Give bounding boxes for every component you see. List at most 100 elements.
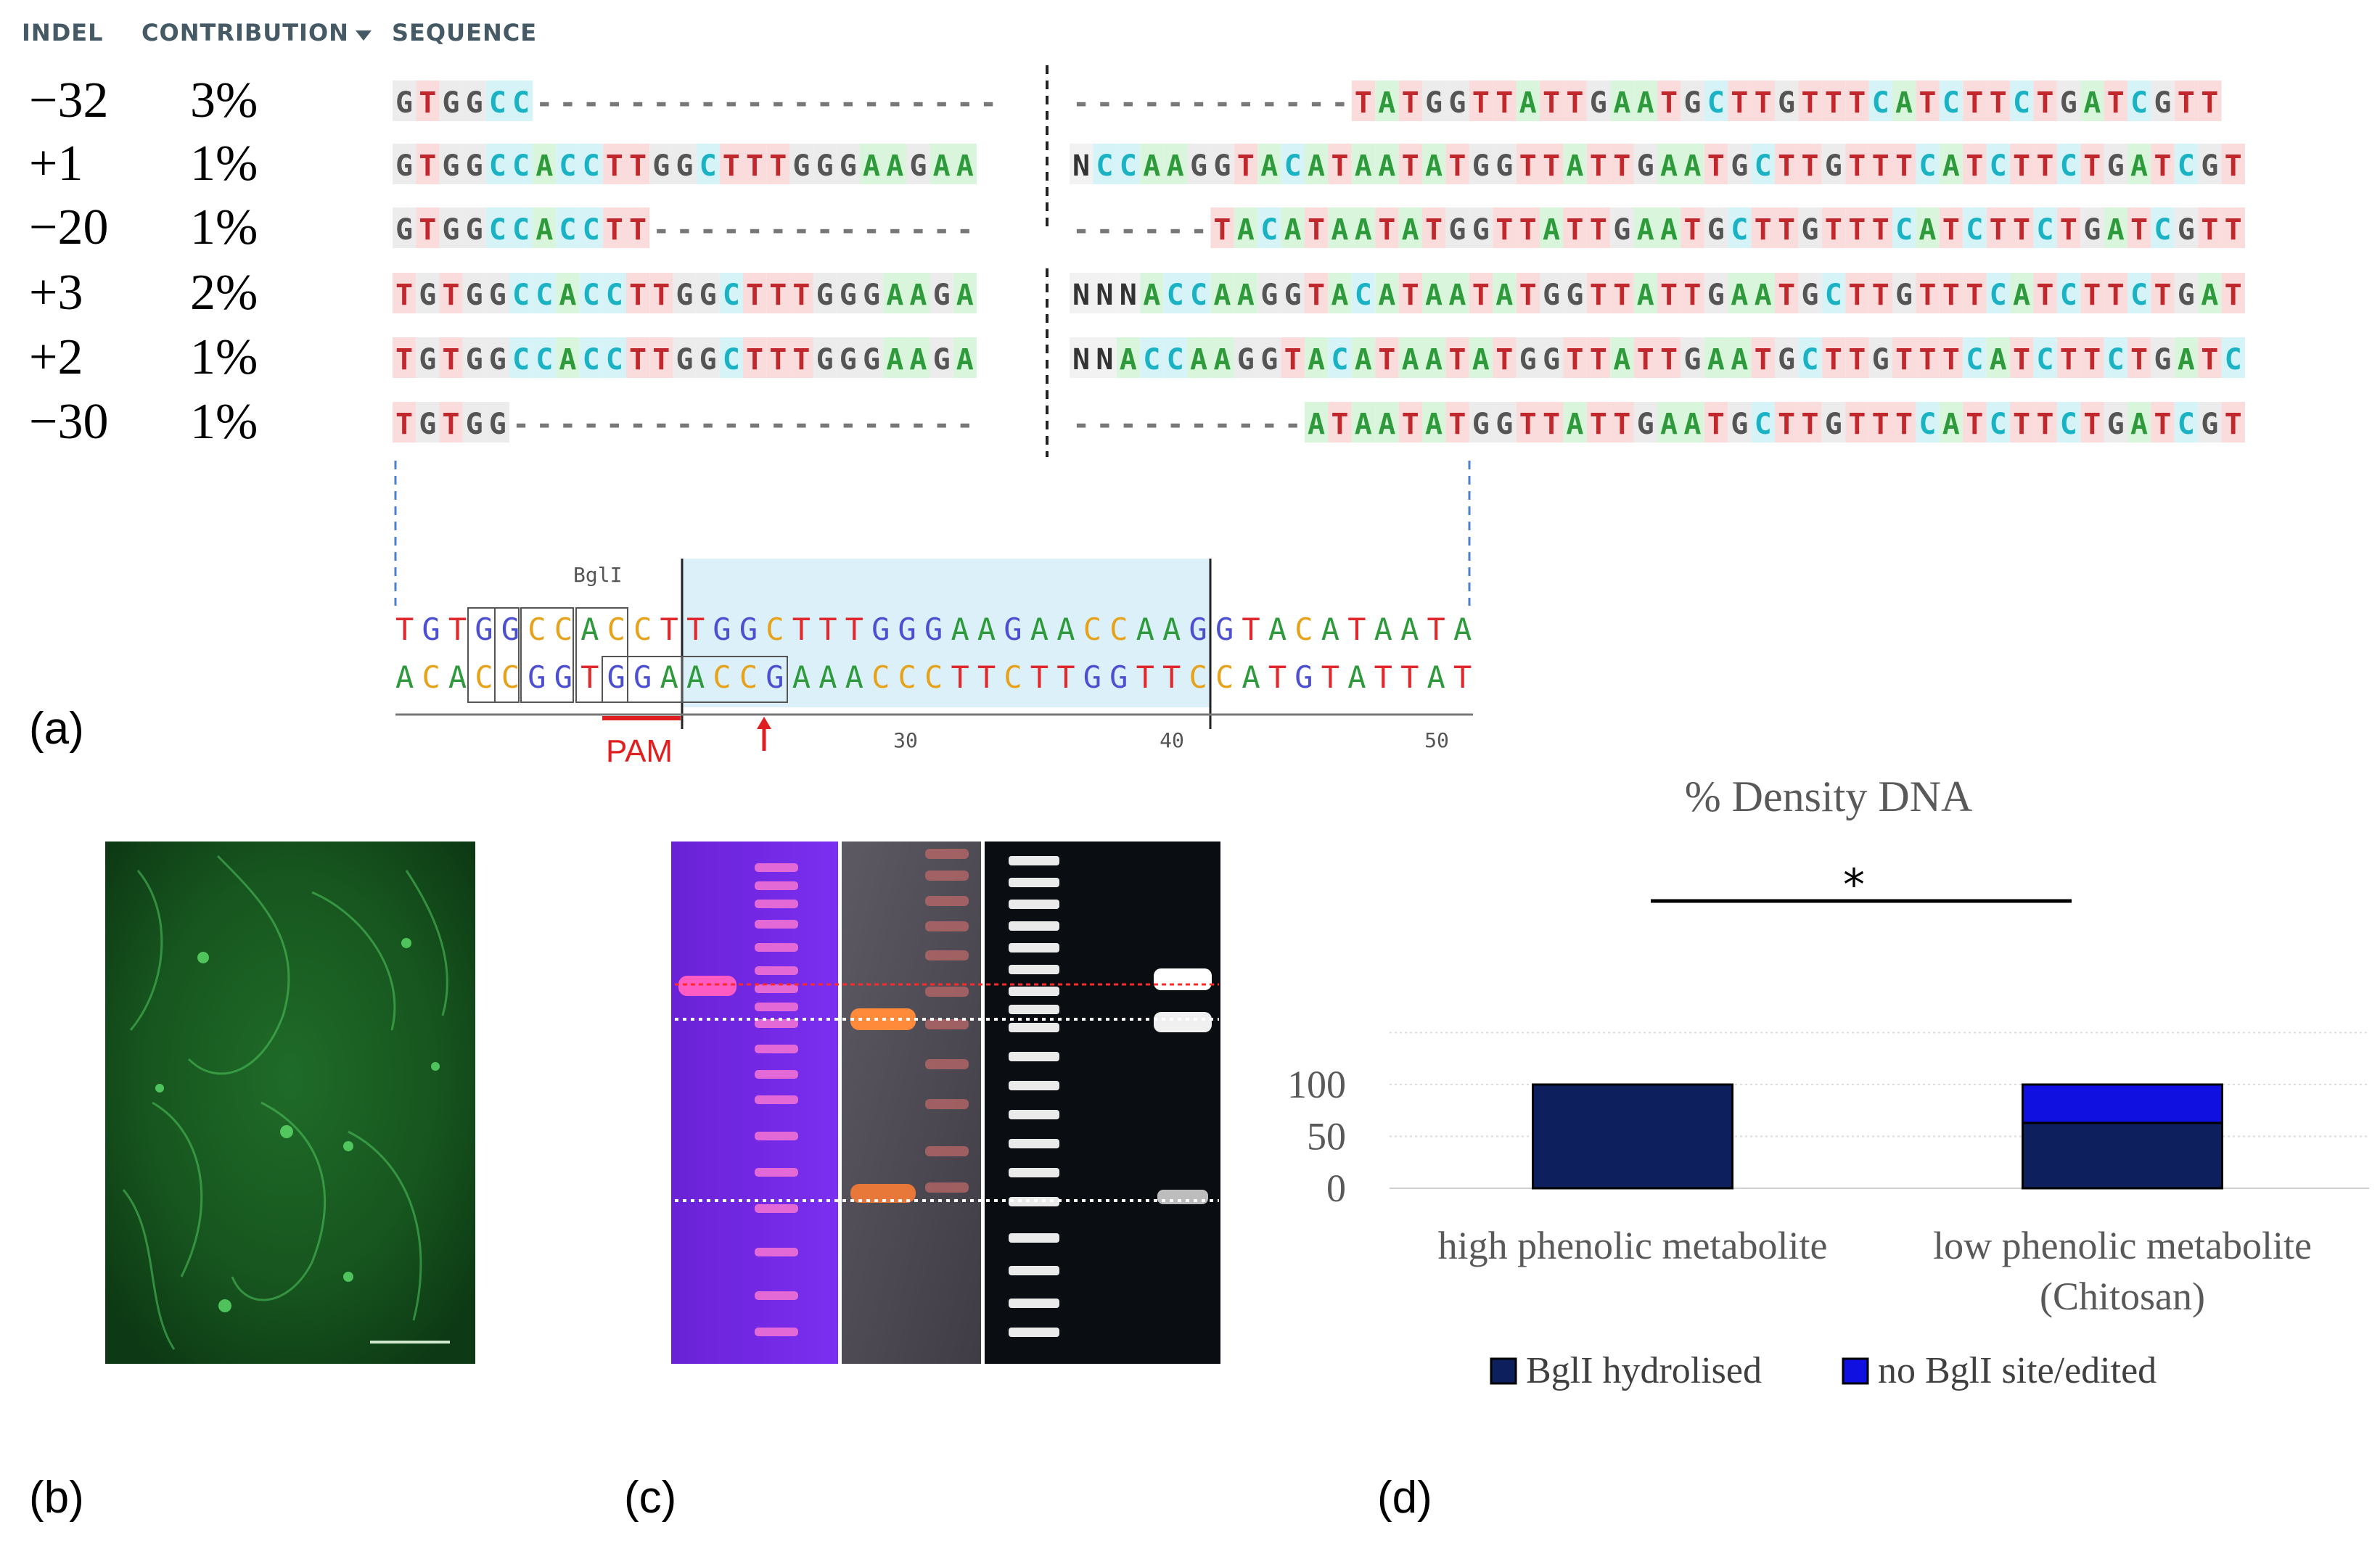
base-cell bbox=[1681, 273, 1704, 313]
base-cell bbox=[1093, 337, 1117, 378]
base-cell bbox=[1963, 273, 1987, 313]
base-cell bbox=[1422, 273, 1446, 313]
base-cell bbox=[813, 144, 837, 184]
base-cell bbox=[1845, 402, 1869, 443]
base-cell bbox=[1633, 207, 1657, 248]
ladder-band bbox=[755, 1019, 798, 1028]
sequence-header: SEQUENCE bbox=[392, 19, 537, 46]
base-cell bbox=[1751, 207, 1775, 248]
base-cell bbox=[1163, 273, 1187, 313]
base-cell bbox=[416, 207, 440, 248]
indel-value: −20 bbox=[29, 199, 108, 255]
base-cell bbox=[2198, 81, 2222, 121]
cell-outlines bbox=[122, 855, 448, 1350]
base-cell bbox=[2056, 207, 2081, 248]
base-cell bbox=[930, 144, 953, 184]
bar-segment bbox=[1532, 1083, 1733, 1190]
category-label: (Chitosan) bbox=[2040, 1275, 2205, 1318]
base-cell bbox=[1163, 337, 1187, 378]
base-cell bbox=[1916, 273, 1940, 313]
sort-caret-icon[interactable] bbox=[356, 30, 372, 41]
indel-value: −32 bbox=[29, 73, 108, 128]
base-cell bbox=[1281, 273, 1305, 313]
base-cell bbox=[1657, 337, 1681, 378]
base-cell bbox=[1610, 81, 1634, 121]
base-cell bbox=[2010, 207, 2034, 248]
base-cell bbox=[1563, 81, 1587, 121]
ladder-band bbox=[755, 1095, 798, 1104]
base-cell bbox=[2151, 207, 2175, 248]
base-cell bbox=[1445, 273, 1469, 313]
position-tick: 30 bbox=[893, 728, 918, 752]
base-cell bbox=[860, 144, 884, 184]
ladder-band bbox=[755, 966, 798, 975]
base-cell bbox=[2151, 402, 2175, 443]
ladder-band bbox=[755, 900, 798, 908]
base-cell bbox=[2033, 402, 2057, 443]
base-cell bbox=[1281, 337, 1305, 378]
fluorescent-spots bbox=[155, 938, 440, 1312]
base-cell bbox=[1633, 337, 1657, 378]
base-cell bbox=[696, 337, 720, 378]
base-cell bbox=[1375, 144, 1399, 184]
gel-bands bbox=[678, 849, 1212, 1337]
base-cell bbox=[1798, 337, 1822, 378]
base-cell bbox=[1845, 207, 1869, 248]
base-cell bbox=[1281, 144, 1305, 184]
base-cell bbox=[953, 144, 977, 184]
base-cell bbox=[2174, 207, 2199, 248]
base-cell bbox=[416, 337, 440, 378]
base-cell bbox=[836, 337, 860, 378]
base-cell bbox=[2104, 337, 2127, 378]
base-cell bbox=[1540, 273, 1564, 313]
base-cell bbox=[1939, 273, 1964, 313]
base-cell bbox=[1845, 273, 1869, 313]
ladder-band bbox=[1009, 900, 1059, 909]
base-cell bbox=[1939, 207, 1964, 248]
base-cell bbox=[1868, 402, 1892, 443]
base-cell bbox=[719, 337, 743, 378]
base-cell bbox=[1986, 273, 2010, 313]
base-cell bbox=[1657, 207, 1681, 248]
ladder-band bbox=[925, 1182, 969, 1193]
base-cell bbox=[1704, 337, 1728, 378]
base-cell bbox=[743, 144, 767, 184]
base-cell bbox=[1916, 337, 1940, 378]
base-cell bbox=[1563, 144, 1587, 184]
base-cell bbox=[1351, 144, 1376, 184]
base-cell bbox=[533, 144, 557, 184]
ladder-band bbox=[1009, 921, 1059, 931]
base-cell bbox=[1351, 273, 1376, 313]
base-cell bbox=[2104, 81, 2127, 121]
base-cell bbox=[1681, 402, 1704, 443]
base-cell bbox=[1633, 402, 1657, 443]
base-cell bbox=[1681, 144, 1704, 184]
base-cell bbox=[1704, 207, 1728, 248]
base-cell bbox=[1305, 144, 1329, 184]
base-cell bbox=[1633, 273, 1657, 313]
base-cell bbox=[883, 337, 907, 378]
base-cell bbox=[766, 273, 790, 313]
base-cell bbox=[1821, 402, 1846, 443]
base-cell bbox=[485, 207, 509, 248]
base-cell bbox=[1328, 402, 1352, 443]
base-cell bbox=[2056, 337, 2081, 378]
base-cell bbox=[1469, 337, 1493, 378]
base-cell bbox=[485, 337, 509, 378]
base-cell bbox=[1070, 144, 1093, 184]
base-cell bbox=[2174, 81, 2199, 121]
base-cell bbox=[393, 337, 416, 378]
bar-chart: 0 50 100 high phenolic metabolite low phenol… bbox=[1287, 1032, 2369, 1318]
base-cell bbox=[2174, 273, 2199, 313]
base-cell bbox=[1422, 81, 1446, 121]
base-cell bbox=[743, 273, 767, 313]
base-cell bbox=[509, 81, 533, 121]
ladder-band bbox=[755, 943, 798, 952]
